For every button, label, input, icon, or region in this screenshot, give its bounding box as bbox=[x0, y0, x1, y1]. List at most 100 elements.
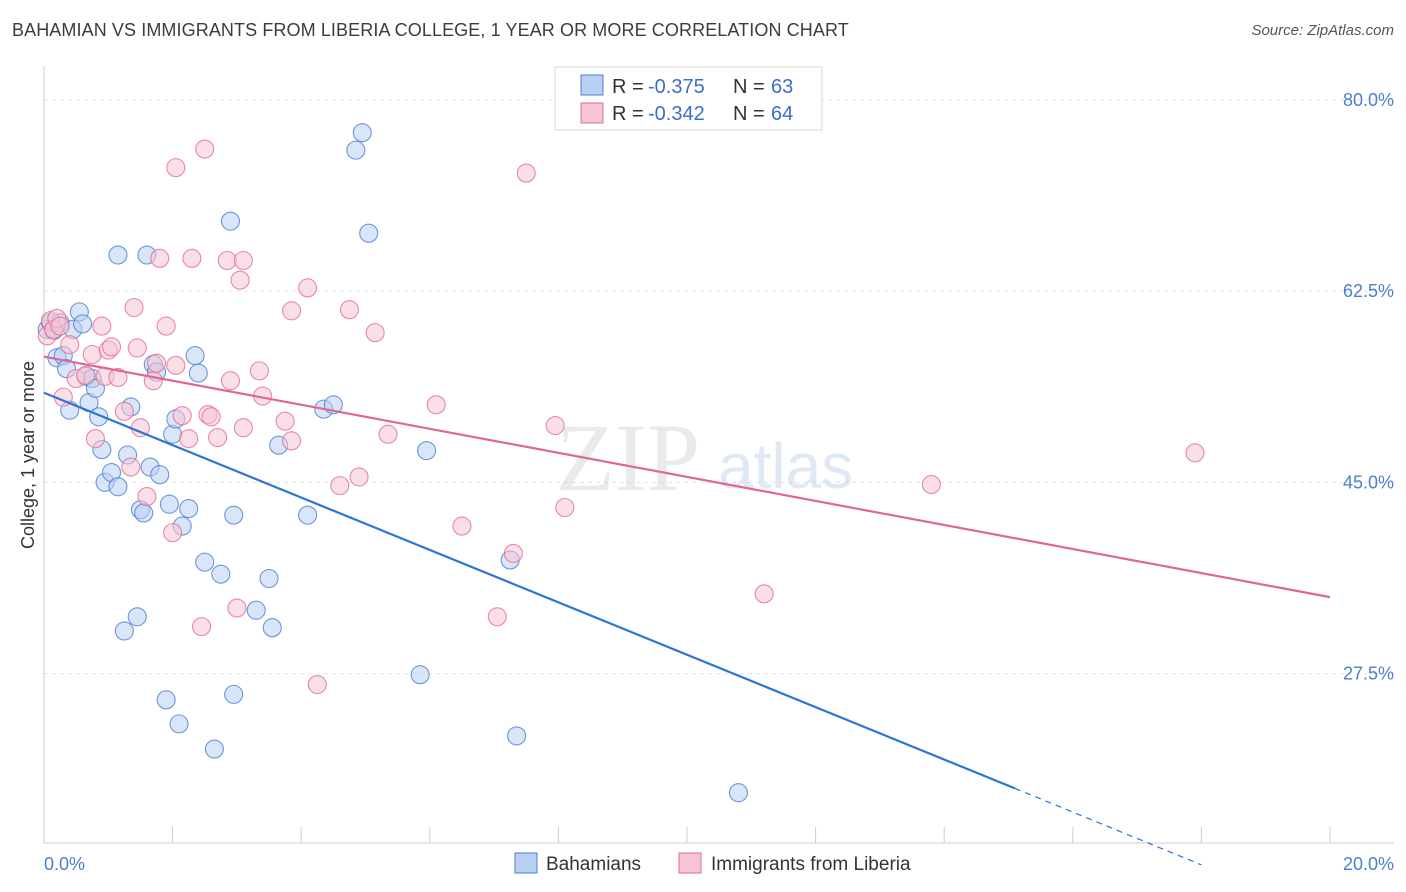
liberia-point bbox=[330, 476, 350, 496]
bahamian-point bbox=[728, 783, 748, 803]
bahamian-point bbox=[262, 618, 282, 638]
liberia-point bbox=[156, 316, 176, 336]
bahamian-point bbox=[150, 465, 170, 485]
bahamian-point bbox=[156, 690, 176, 710]
watermark: ZIP atlas bbox=[556, 404, 853, 511]
liberia-point bbox=[220, 371, 241, 391]
liberia-point bbox=[172, 406, 192, 426]
bahamian-point bbox=[259, 568, 279, 589]
legend-r-value-1: -0.375 bbox=[648, 76, 705, 98]
bahamian-point bbox=[352, 123, 372, 143]
y-axis-title: College, 1 year or more bbox=[18, 361, 38, 549]
liberia-point bbox=[60, 335, 80, 355]
bahamian-point bbox=[179, 499, 199, 519]
bahamian-point bbox=[246, 600, 266, 620]
chart-title: BAHAMIAN VS IMMIGRANTS FROM LIBERIA COLL… bbox=[12, 20, 849, 40]
y-tick-label: 45.0% bbox=[1343, 472, 1394, 492]
liberia-point bbox=[282, 431, 302, 451]
liberia-point bbox=[233, 250, 253, 271]
liberia-point bbox=[195, 139, 215, 159]
liberia-point bbox=[143, 371, 163, 391]
liberia-point bbox=[545, 415, 565, 436]
liberia-point bbox=[137, 487, 157, 507]
bahamian-point bbox=[185, 346, 205, 366]
liberia-point bbox=[114, 401, 134, 421]
bahamian-point bbox=[417, 441, 437, 461]
liberia-point bbox=[365, 323, 385, 343]
bahamian-point bbox=[114, 621, 134, 641]
bahamian-point bbox=[169, 714, 189, 734]
bahamian-point bbox=[204, 739, 224, 759]
source-label: Source: ZipAtlas.com bbox=[1251, 22, 1394, 39]
x-tick-label-max: 20.0% bbox=[1343, 854, 1394, 874]
x-tick-labels: 0.0% 20.0% bbox=[44, 854, 1394, 874]
liberia-point bbox=[201, 407, 221, 427]
liberia-point bbox=[146, 353, 167, 373]
liberia-point bbox=[182, 248, 202, 268]
legend-r-label-1: R = bbox=[612, 76, 644, 98]
liberia-point bbox=[230, 270, 250, 290]
liberia-point bbox=[921, 474, 941, 495]
liberia-point bbox=[50, 316, 70, 336]
bahamian-point bbox=[410, 665, 430, 685]
liberia-point bbox=[85, 429, 105, 449]
y-tick-label: 27.5% bbox=[1343, 664, 1394, 684]
liberia-point bbox=[282, 301, 302, 321]
liberia-point bbox=[378, 424, 398, 444]
legend-r-label-2: R = bbox=[612, 103, 644, 125]
bahamian-point bbox=[127, 607, 147, 627]
liberia-point bbox=[754, 584, 774, 604]
liberia-point bbox=[166, 158, 186, 178]
legend-swatch-bahamians bbox=[580, 74, 604, 96]
bottom-legend-swatch-liberia bbox=[678, 852, 702, 874]
liberia-point bbox=[452, 516, 472, 536]
liberia-point bbox=[516, 163, 536, 183]
bahamian-point bbox=[507, 726, 527, 746]
liberia-point bbox=[191, 617, 212, 637]
liberia-point bbox=[150, 248, 170, 268]
watermark-atlas: atlas bbox=[718, 430, 853, 502]
bottom-legend-label-liberia: Immigrants from Liberia bbox=[711, 854, 911, 875]
liberia-trend-line bbox=[43, 355, 1331, 599]
liberia-point bbox=[555, 497, 575, 518]
liberia-point bbox=[121, 457, 141, 477]
bottom-legend-label-bahamians: Bahamians bbox=[546, 854, 641, 875]
gridlines bbox=[44, 99, 1394, 675]
bahamian-point bbox=[224, 684, 244, 704]
liberia-point bbox=[307, 674, 327, 695]
legend-n-label-1: N = bbox=[733, 76, 765, 98]
liberia-point bbox=[349, 467, 369, 487]
bahamian-point bbox=[346, 140, 366, 160]
axes bbox=[43, 66, 1394, 844]
liberia-point bbox=[108, 367, 128, 387]
legend-n-value-2: 64 bbox=[771, 103, 793, 125]
liberia-point bbox=[298, 278, 318, 298]
bahamian-point bbox=[108, 245, 128, 265]
liberia-point bbox=[127, 338, 147, 358]
bahamian-point bbox=[188, 363, 208, 383]
series-legend: Bahamians Immigrants from Liberia bbox=[514, 852, 911, 875]
liberia-point bbox=[179, 429, 199, 449]
scatter-points bbox=[37, 123, 1205, 803]
legend-swatch-liberia bbox=[580, 102, 604, 124]
liberia-point bbox=[339, 300, 359, 320]
bahamian-point bbox=[359, 223, 379, 243]
liberia-point bbox=[124, 297, 144, 318]
bahamian-point bbox=[195, 552, 215, 572]
trend-lines bbox=[43, 355, 1331, 866]
y-tick-label: 62.5% bbox=[1343, 281, 1394, 301]
liberia-point bbox=[275, 411, 295, 431]
y-tick-labels: 27.5% 45.0% 62.5% 80.0% bbox=[1343, 90, 1394, 684]
liberia-point bbox=[217, 250, 237, 271]
liberia-point bbox=[503, 543, 523, 563]
liberia-point bbox=[208, 427, 228, 448]
liberia-point bbox=[426, 395, 446, 415]
liberia-point bbox=[166, 355, 186, 375]
liberia-point bbox=[249, 361, 269, 381]
liberia-point bbox=[1185, 443, 1205, 463]
bahamian-point bbox=[220, 211, 241, 231]
correlation-legend: R = -0.375 N = 63 R = -0.342 N = 64 bbox=[554, 66, 823, 131]
liberia-point bbox=[233, 418, 253, 438]
legend-n-label-2: N = bbox=[733, 103, 765, 125]
